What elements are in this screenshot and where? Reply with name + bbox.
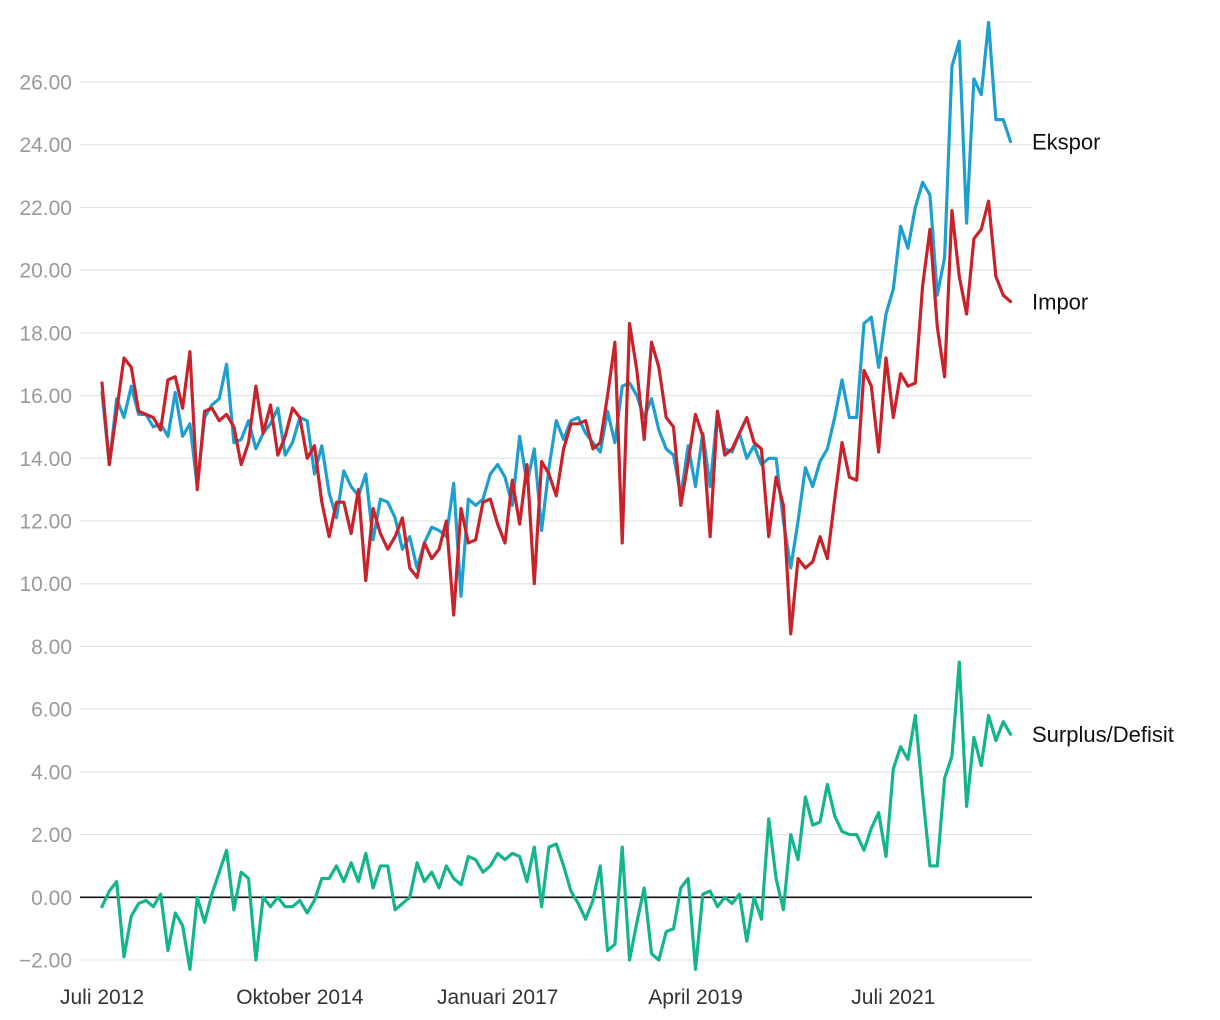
x-tick-label: April 2019 xyxy=(648,986,743,1009)
x-tick-label: Juli 2012 xyxy=(60,986,144,1009)
y-tick-label: 0.00 xyxy=(31,887,72,910)
y-tick-label: 8.00 xyxy=(31,636,72,659)
y-axis-ticks: −2.00 0.00 2.00 4.00 6.00 8.00 10.00 12.00 14.00… xyxy=(19,72,72,973)
series-line-surplus-defisit xyxy=(100,660,1013,972)
series-line-ekspor xyxy=(100,20,1013,598)
x-tick-label: Juli 2021 xyxy=(851,986,935,1009)
x-tick-label: Oktober 2014 xyxy=(236,986,364,1009)
y-tick-label: 22.00 xyxy=(19,197,72,220)
series-label-surplus-defisit: Surplus/Defisit xyxy=(1032,722,1174,747)
series-label-ekspor: Ekspor xyxy=(1032,130,1100,155)
y-tick-label: 12.00 xyxy=(19,511,72,534)
y-tick-label: 10.00 xyxy=(19,573,72,596)
y-tick-label: 16.00 xyxy=(19,385,72,408)
series-line-impor xyxy=(100,199,1013,636)
series-lines xyxy=(100,20,1013,972)
y-tick-label: 26.00 xyxy=(19,72,72,95)
y-tick-label: 20.00 xyxy=(19,260,72,283)
y-tick-label: 14.00 xyxy=(19,448,72,471)
y-tick-label: 2.00 xyxy=(31,824,72,847)
y-tick-label: 6.00 xyxy=(31,699,72,722)
series-labels: Ekspor Impor Surplus/Defisit xyxy=(1032,130,1174,748)
y-tick-label: 4.00 xyxy=(31,761,72,784)
x-axis-ticks: Juli 2012 Oktober 2014 Januari 2017 April 2… xyxy=(60,986,935,1009)
gridlines xyxy=(80,81,1032,961)
series-label-impor: Impor xyxy=(1032,290,1088,315)
y-tick-label: 18.00 xyxy=(19,322,72,345)
x-tick-label: Januari 2017 xyxy=(437,986,558,1009)
y-tick-label: 24.00 xyxy=(19,134,72,157)
y-tick-label: −2.00 xyxy=(19,950,72,973)
